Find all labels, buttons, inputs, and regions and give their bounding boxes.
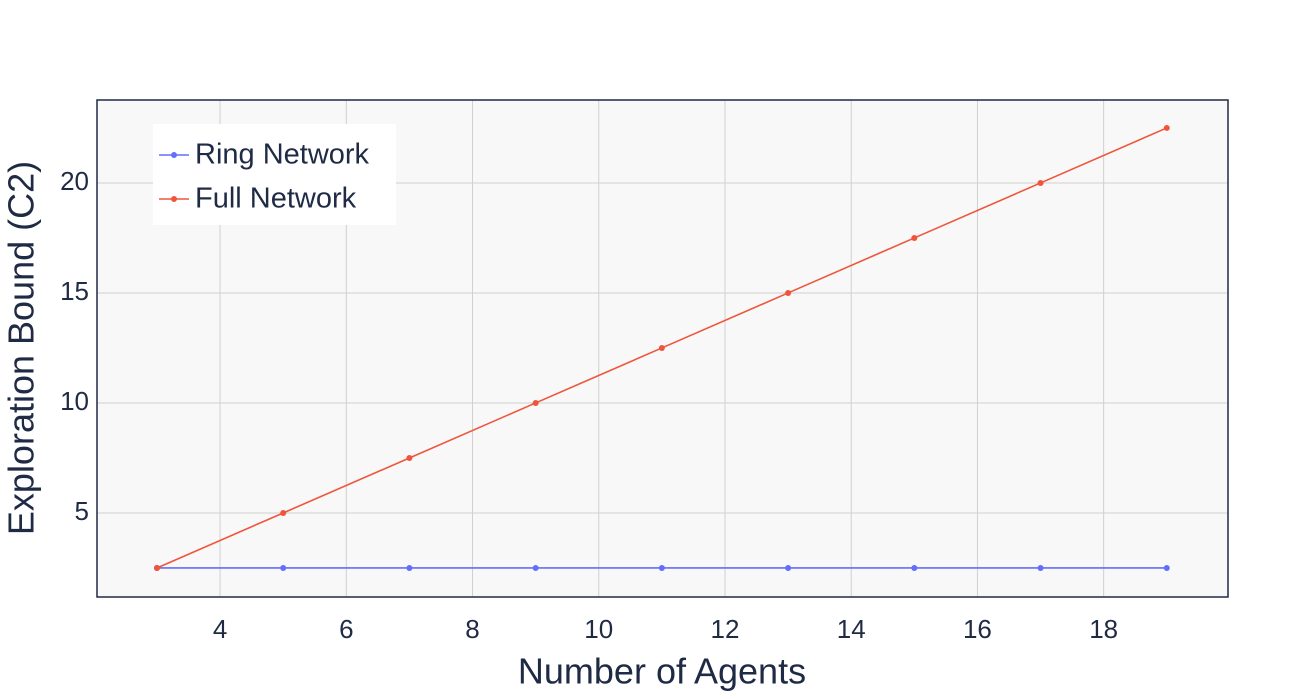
y-axis-title: Exploration Bound (C2) bbox=[1, 161, 42, 535]
data-point bbox=[1163, 564, 1170, 571]
legend-box bbox=[153, 124, 396, 225]
data-point bbox=[911, 564, 918, 571]
data-point bbox=[1037, 564, 1044, 571]
y-tick-label: 5 bbox=[75, 496, 89, 526]
x-tick-label: 18 bbox=[1089, 614, 1118, 644]
legend-marker bbox=[171, 196, 177, 202]
legend: Ring Network Full Network bbox=[153, 124, 396, 225]
data-point bbox=[280, 509, 287, 516]
x-axis-title: Number of Agents bbox=[518, 651, 806, 692]
data-point bbox=[658, 564, 665, 571]
legend-label: Ring Network bbox=[195, 139, 370, 171]
x-tick-label: 10 bbox=[584, 614, 613, 644]
y-tick-label: 20 bbox=[60, 166, 89, 196]
data-point bbox=[406, 454, 413, 461]
data-point bbox=[785, 564, 792, 571]
data-point bbox=[1163, 124, 1170, 131]
data-point bbox=[532, 564, 539, 571]
plot-border bbox=[96, 99, 1229, 598]
x-tick-label: 16 bbox=[963, 614, 992, 644]
series-layer bbox=[153, 124, 1170, 571]
data-point bbox=[911, 234, 918, 241]
legend-label: Full Network bbox=[195, 183, 357, 215]
y-tick-label: 15 bbox=[60, 276, 89, 306]
data-point bbox=[532, 399, 539, 406]
legend-marker bbox=[171, 152, 177, 158]
x-tick-label: 14 bbox=[837, 614, 866, 644]
x-tick-label: 8 bbox=[465, 614, 479, 644]
data-point bbox=[1037, 179, 1044, 186]
x-tick-label: 12 bbox=[711, 614, 740, 644]
data-point bbox=[658, 344, 665, 351]
x-tick-label: 4 bbox=[213, 614, 227, 644]
data-point bbox=[406, 564, 413, 571]
x-tick-label: 6 bbox=[339, 614, 353, 644]
y-tick-label: 10 bbox=[60, 386, 89, 416]
data-point bbox=[280, 564, 287, 571]
data-point bbox=[153, 564, 160, 571]
data-point bbox=[785, 289, 792, 296]
